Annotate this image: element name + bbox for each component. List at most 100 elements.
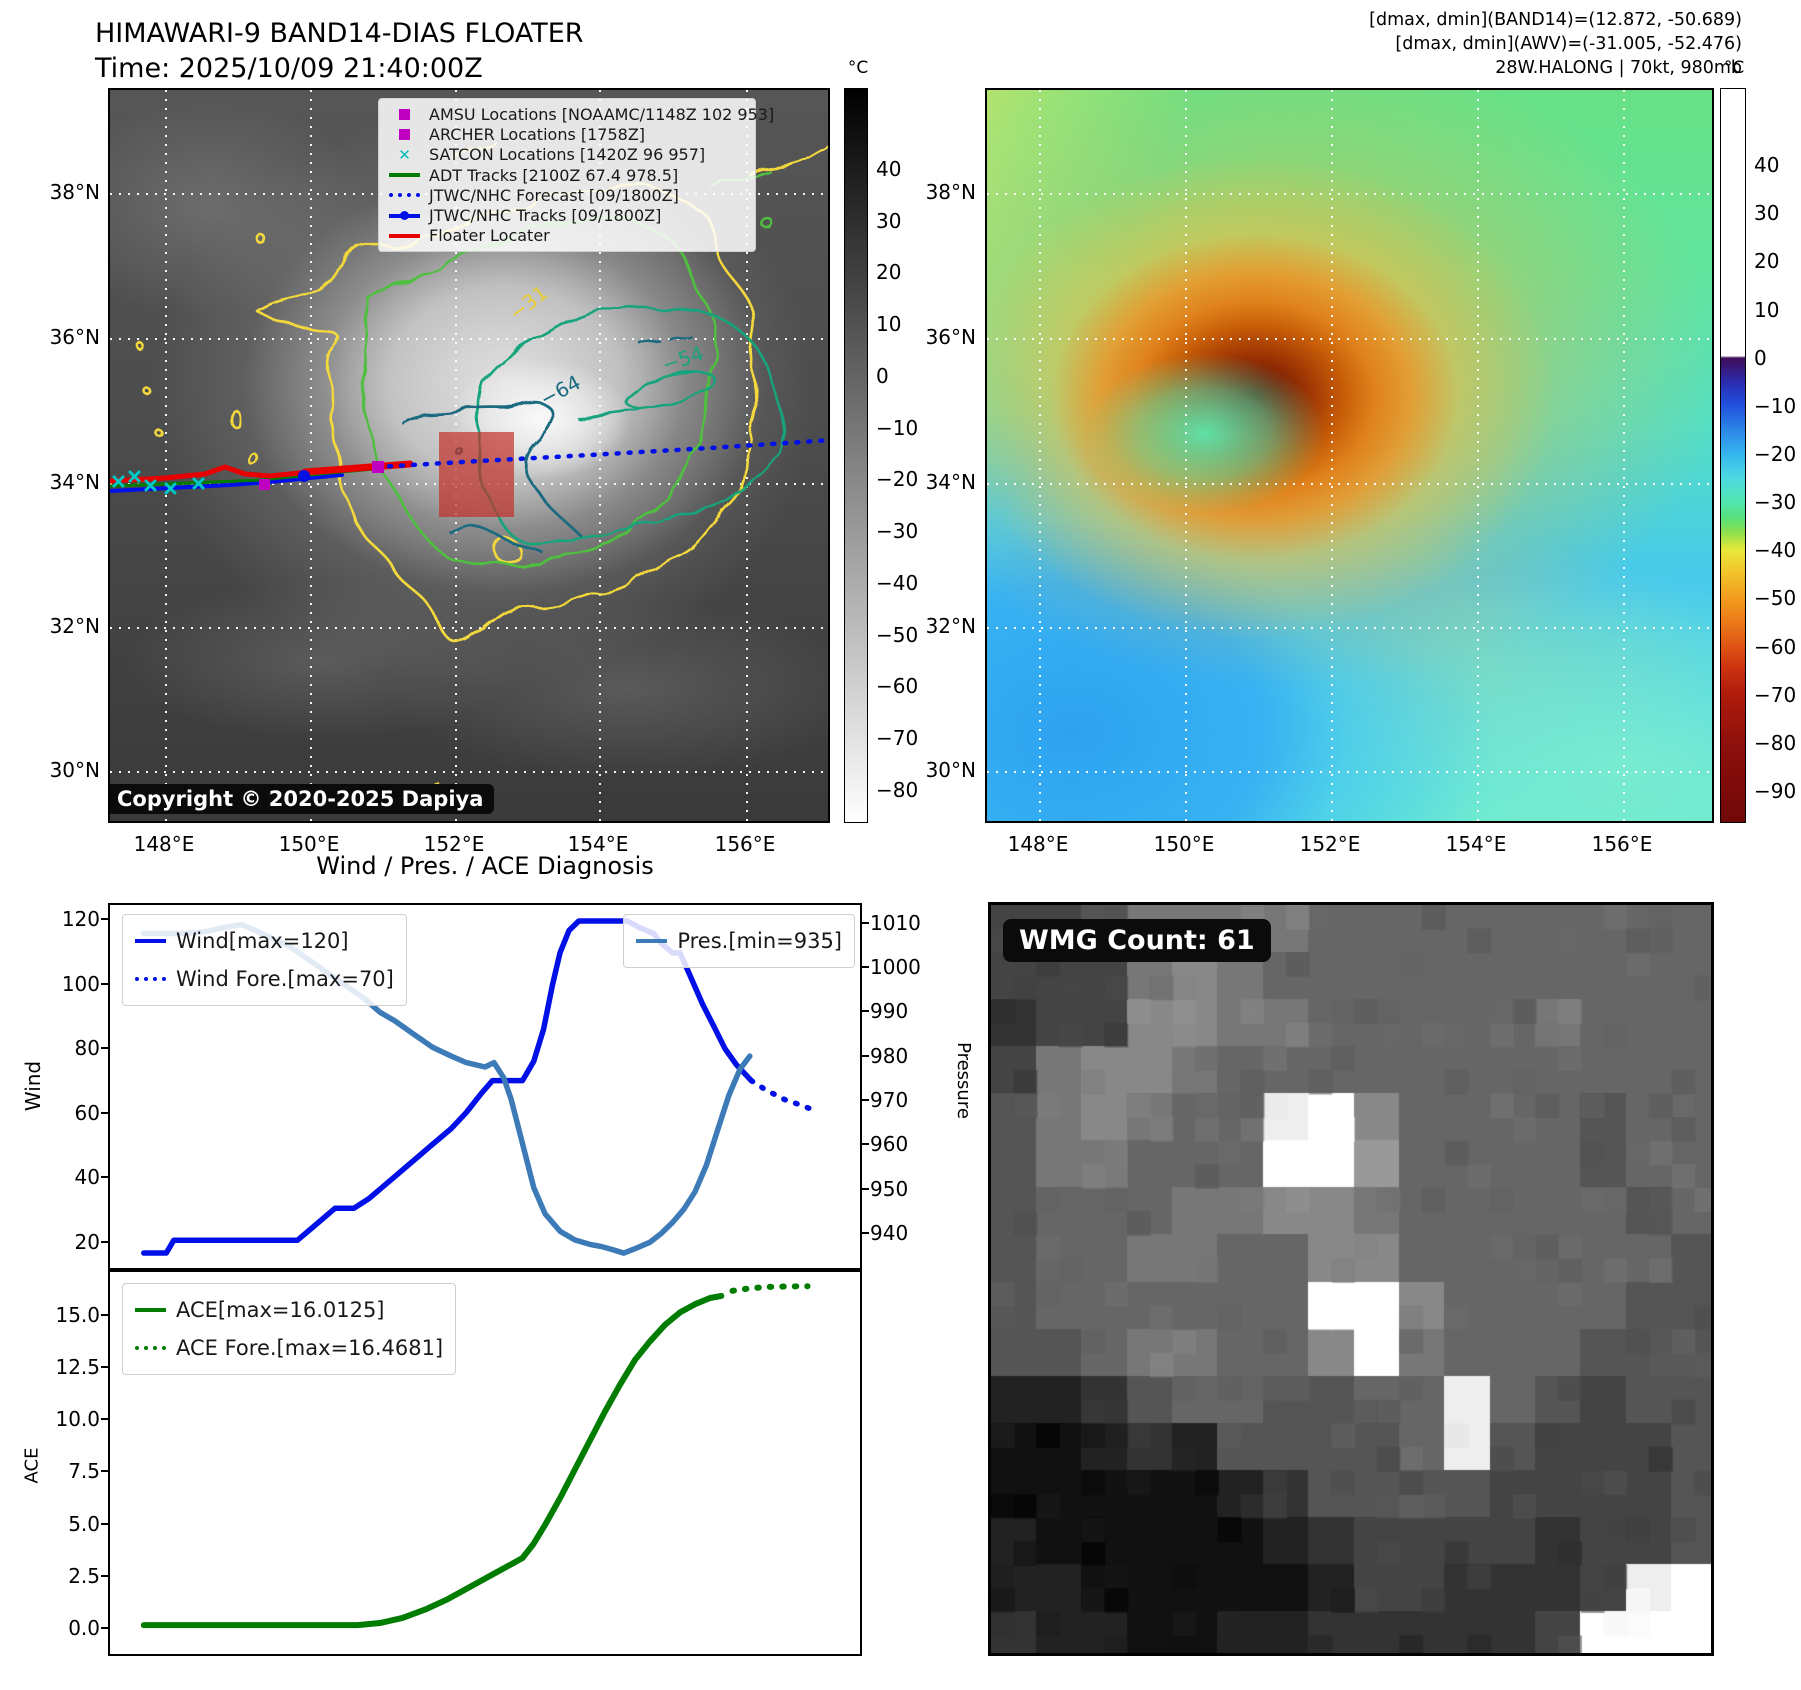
legend-item: JTWC/NHC Tracks [09/1800Z] bbox=[389, 205, 745, 225]
awv-colorbar-tick: 40 bbox=[1754, 153, 1779, 177]
legend-item: Wind Fore.[max=70] bbox=[135, 960, 394, 998]
legend-item: ADT Tracks [2100Z 67.4 978.5] bbox=[389, 165, 745, 185]
wind-pressure-chart: Wind[max=120] Wind Fore.[max=70] Pres.[mi… bbox=[108, 903, 862, 1270]
pressure-tick-mark bbox=[862, 1232, 869, 1234]
awv-colorbar-tick: 0 bbox=[1754, 346, 1767, 370]
legend-item: ACE[max=16.0125] bbox=[135, 1291, 443, 1329]
ace-tick: 12.5 bbox=[48, 1355, 100, 1379]
contour-label-64: −64 bbox=[536, 370, 585, 411]
band14-lat-tick: 30°N bbox=[30, 758, 100, 782]
wind-tick-mark bbox=[101, 1176, 108, 1178]
pressure-tick: 1010 bbox=[870, 911, 922, 935]
floater-track-line2 bbox=[305, 464, 410, 472]
ace-tick-mark bbox=[101, 1470, 108, 1472]
awv-colorbar-tick: −90 bbox=[1754, 779, 1796, 803]
wind-tick-mark bbox=[101, 983, 108, 985]
awv-colorbar-tick: −80 bbox=[1754, 731, 1796, 755]
legend-item-label: SATCON Locations [1420Z 96 957] bbox=[429, 145, 705, 164]
wmg-panel: WMG Count: 61 bbox=[988, 902, 1714, 1656]
awv-colorbar-tick: −50 bbox=[1754, 586, 1796, 610]
awv-lat-tick: 32°N bbox=[906, 614, 976, 638]
ace-chart: ACE[max=16.0125] ACE Fore.[max=16.4681] bbox=[108, 1270, 862, 1656]
ace-tick: 10.0 bbox=[48, 1407, 100, 1431]
awv-colorbar-tick: 20 bbox=[1754, 249, 1779, 273]
legend-item: AMSU Locations [NOAAMC/1148Z 102 953] bbox=[389, 104, 745, 124]
wind-tick-mark bbox=[101, 1241, 108, 1243]
dmax-dmin-band14: [dmax, dmin](BAND14)=(12.872, -50.689) bbox=[1000, 8, 1742, 32]
awv-map-panel bbox=[985, 88, 1714, 823]
legend-item-label: Wind[max=120] bbox=[176, 929, 349, 953]
band14-colorbar-tick: 20 bbox=[876, 260, 901, 284]
awv-colorbar-tick: −70 bbox=[1754, 683, 1796, 707]
awv-colorbar-tick: −20 bbox=[1754, 442, 1796, 466]
floater-target-box bbox=[439, 432, 514, 517]
line-marker-icon bbox=[389, 173, 420, 177]
band14-colorbar-tick: −10 bbox=[876, 416, 918, 440]
legend-item-label: Wind Fore.[max=70] bbox=[176, 967, 394, 991]
wind-legend: Wind[max=120] Wind Fore.[max=70] bbox=[122, 914, 407, 1006]
legend-item-label: ADT Tracks [2100Z 67.4 978.5] bbox=[429, 166, 678, 185]
awv-lon-tick: 148°E bbox=[993, 832, 1083, 856]
legend-item-label: ACE[max=16.0125] bbox=[176, 1298, 385, 1322]
dotted-marker-icon bbox=[389, 193, 420, 197]
awv-colorbar bbox=[1720, 88, 1746, 823]
wind-tick-mark bbox=[101, 1112, 108, 1114]
ace-tick: 15.0 bbox=[48, 1303, 100, 1327]
storm-id-line: 28W.HALONG | 70kt, 980mb bbox=[1000, 56, 1742, 80]
wind-tick: 80 bbox=[48, 1036, 100, 1060]
ace-tick-mark bbox=[101, 1314, 108, 1316]
pressure-tick: 990 bbox=[870, 999, 922, 1023]
band14-lon-tick: 154°E bbox=[553, 832, 643, 856]
pressure-tick: 960 bbox=[870, 1132, 922, 1156]
band14-legend: AMSU Locations [NOAAMC/1148Z 102 953] ARC… bbox=[378, 98, 756, 252]
copyright-badge: Copyright © 2020-2025 Dapiya bbox=[108, 784, 494, 814]
legend-item-label: ACE Fore.[max=16.4681] bbox=[176, 1336, 443, 1360]
wind-tick: 20 bbox=[48, 1230, 100, 1254]
band14-lon-tick: 150°E bbox=[264, 832, 354, 856]
band14-title-block: HIMAWARI-9 BAND14-DIAS FLOATER Time: 202… bbox=[95, 16, 584, 86]
ace-tick-mark bbox=[101, 1575, 108, 1577]
legend-item: Pres.[min=935] bbox=[636, 922, 842, 960]
ace-tick-mark bbox=[101, 1366, 108, 1368]
band14-title: HIMAWARI-9 BAND14-DIAS FLOATER bbox=[95, 16, 584, 51]
band14-colorbar-tick: −30 bbox=[876, 519, 918, 543]
grid-lines bbox=[987, 90, 1714, 823]
awv-colorbar-tick: −40 bbox=[1754, 538, 1796, 562]
legend-item-label: ARCHER Locations [1758Z] bbox=[429, 125, 645, 144]
band14-colorbar-tick: −60 bbox=[876, 674, 918, 698]
pressure-tick-mark bbox=[862, 966, 869, 968]
wind-tick: 100 bbox=[48, 972, 100, 996]
awv-colorbar-tick: −30 bbox=[1754, 490, 1796, 514]
line-marker-icon bbox=[135, 1308, 166, 1312]
ace-tick-mark bbox=[101, 1418, 108, 1420]
series-ace-fore-max-16-4681- bbox=[733, 1286, 808, 1291]
legend-item: ✕ SATCON Locations [1420Z 96 957] bbox=[389, 145, 745, 165]
legend-item: Floater Locater bbox=[389, 226, 745, 246]
pressure-tick-mark bbox=[862, 922, 869, 924]
band14-colorbar-tick: −70 bbox=[876, 726, 918, 750]
legend-item: JTWC/NHC Forecast [09/1800Z] bbox=[389, 185, 745, 205]
legend-item-label: Floater Locater bbox=[429, 226, 550, 245]
pressure-tick: 970 bbox=[870, 1088, 922, 1112]
jtwc-track-point bbox=[298, 470, 310, 482]
wmg-image bbox=[991, 905, 1714, 1656]
band14-time: Time: 2025/10/09 21:40:00Z bbox=[95, 51, 584, 86]
pressure-tick: 950 bbox=[870, 1177, 922, 1201]
awv-lat-tick: 34°N bbox=[906, 470, 976, 494]
band14-colorbar-tick: 30 bbox=[876, 209, 901, 233]
legend-item-label: AMSU Locations [NOAAMC/1148Z 102 953] bbox=[429, 105, 774, 124]
pressure-legend: Pres.[min=935] bbox=[623, 914, 855, 968]
legend-item-label: Pres.[min=935] bbox=[677, 929, 842, 953]
band14-lat-tick: 36°N bbox=[30, 325, 100, 349]
band14-colorbar bbox=[844, 88, 868, 823]
band14-lat-tick: 32°N bbox=[30, 614, 100, 638]
ace-tick-mark bbox=[101, 1627, 108, 1629]
ace-axis-title: ACE bbox=[21, 1448, 42, 1484]
awv-colorbar-tick: −60 bbox=[1754, 635, 1796, 659]
dotted-marker-icon bbox=[135, 1346, 166, 1350]
legend-item-label: JTWC/NHC Forecast [09/1800Z] bbox=[429, 186, 679, 205]
awv-colorbar-tick: 10 bbox=[1754, 298, 1779, 322]
legend-item: Wind[max=120] bbox=[135, 922, 394, 960]
ace-tick: 7.5 bbox=[48, 1459, 100, 1483]
wind-tick: 40 bbox=[48, 1165, 100, 1189]
